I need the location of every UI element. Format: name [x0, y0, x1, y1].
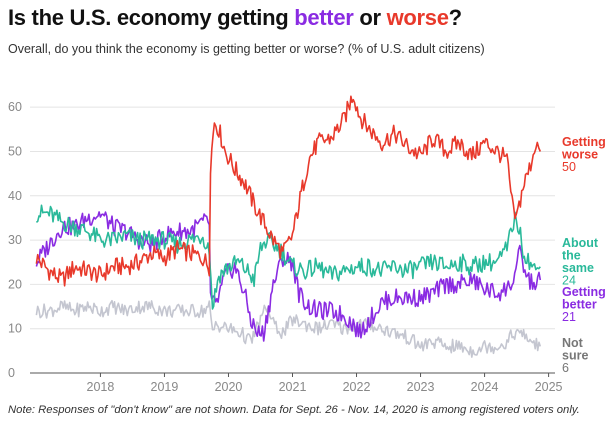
- x-tick-label: 2024: [471, 380, 499, 394]
- series-line-same: [35, 204, 541, 310]
- series-label-same: same: [562, 261, 594, 275]
- x-tick-label: 2021: [279, 380, 307, 394]
- title-suffix: ?: [448, 5, 462, 30]
- x-tick-label: 2019: [151, 380, 179, 394]
- series-last-value-same: 24: [562, 274, 576, 288]
- x-tick-label: 2022: [343, 380, 371, 394]
- title-worse: worse: [386, 5, 449, 30]
- series-label-same: the: [562, 249, 581, 263]
- series-last-value-worse: 50: [562, 160, 576, 174]
- y-tick-label: 10: [8, 322, 22, 336]
- series-label-worse: Getting: [562, 135, 606, 149]
- series-last-value-better: 21: [562, 310, 576, 324]
- series-line-worse: [35, 95, 542, 287]
- x-tick-label: 2018: [87, 380, 115, 394]
- chart-note: Note: Responses of "don't know" are not …: [8, 404, 580, 416]
- y-tick-label: 30: [8, 233, 22, 247]
- series-label-worse: worse: [561, 148, 598, 162]
- y-tick-label: 0: [8, 366, 15, 380]
- series-label-not_sure: sure: [562, 349, 588, 363]
- series-line-not_sure: [35, 299, 542, 358]
- series-label-better: better: [562, 298, 597, 312]
- y-tick-label: 40: [8, 189, 22, 203]
- series-last-value-not_sure: 6: [562, 361, 569, 375]
- series-line-better: [35, 211, 542, 342]
- series-label-better: Getting: [562, 285, 606, 299]
- y-tick-label: 60: [8, 100, 22, 114]
- x-tick-label: 2020: [215, 380, 243, 394]
- y-tick-label: 20: [8, 277, 22, 291]
- x-tick-label: 2023: [407, 380, 435, 394]
- y-tick-label: 50: [8, 144, 22, 158]
- title-prefix: Is the U.S. economy getting: [8, 5, 295, 30]
- series-label-not_sure: Not: [562, 336, 584, 350]
- chart-subtitle: Overall, do you think the economy is get…: [8, 42, 485, 56]
- title-or: or: [353, 5, 387, 30]
- title-better: better: [294, 5, 354, 30]
- series-label-same: About: [562, 236, 599, 250]
- x-tick-label: 2025: [535, 380, 563, 394]
- chart-title: Is the U.S. economy getting better or wo…: [8, 5, 462, 31]
